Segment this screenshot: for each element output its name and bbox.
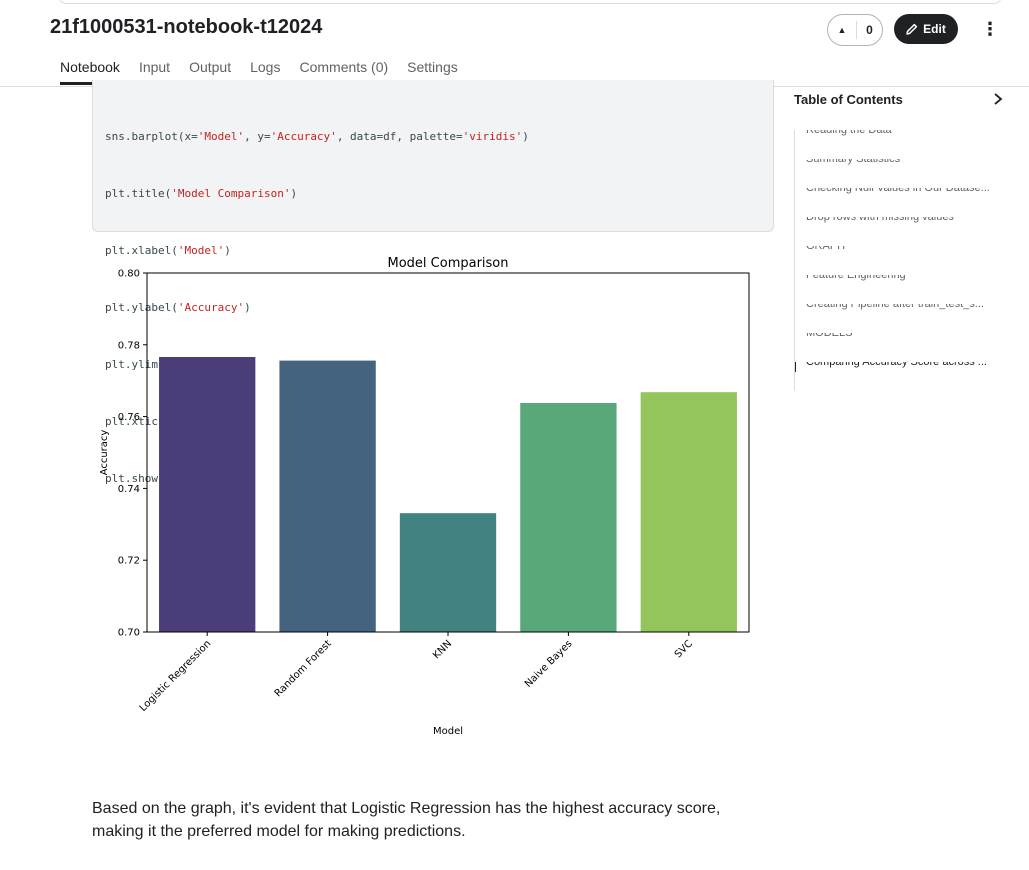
tab-settings[interactable]: Settings — [407, 59, 458, 75]
code-line: plt.xlabel('Model') — [105, 244, 231, 257]
toc-item-label: Checking Null Values in Our Datase... — [806, 188, 990, 194]
code-line: plt.title('Model Comparison') — [105, 187, 298, 200]
upvote-button[interactable]: ▲ — [828, 15, 856, 45]
toc-item[interactable]: Summary Statistics — [795, 159, 1004, 188]
y-tick-label: 0.76 — [118, 412, 140, 423]
toc-item[interactable]: Drop rows with missing values — [795, 217, 1004, 246]
notebook-tabs: Notebook Input Output Logs Comments (0) … — [60, 59, 477, 85]
conclusion-text: Based on the graph, it's evident that Lo… — [92, 800, 721, 840]
tab-logs[interactable]: Logs — [250, 59, 281, 75]
toc-item[interactable]: Feature Engineering — [795, 275, 1004, 304]
bar-chart: Logistic Regression Random Forest KNN Naive… — [99, 256, 750, 737]
chart-bar — [640, 392, 737, 632]
vertical-dots-icon: ⋮ — [981, 18, 999, 39]
toc-list: Reading the Data Summary Statistics Checki… — [794, 130, 1004, 391]
chart-bar — [159, 357, 256, 632]
plot-frame — [146, 272, 750, 633]
toc-item-label: Summary Statistics — [806, 159, 901, 165]
toc-item-label: Creating Pipeline after train_test_s... — [806, 304, 984, 310]
x-tick-label: Naive Bayes — [523, 638, 575, 690]
toc-item-label: Feature Engineering — [806, 275, 906, 281]
x-axis-label: Model — [433, 726, 463, 737]
code-line: sns.barplot(x='Model', y='Accuracy', dat… — [105, 130, 529, 143]
upvote-control: ▲ 0 — [827, 14, 883, 46]
vote-count: 0 — [866, 23, 873, 37]
toc-item[interactable]: Comparing Accuracy Score across ... — [795, 362, 1004, 391]
y-tick-label: 0.78 — [118, 340, 140, 351]
y-axis-label: Accuracy — [99, 430, 110, 476]
edit-button-label: Edit — [923, 22, 946, 36]
code-line: plt.ylabel('Accuracy') — [105, 301, 251, 314]
edit-button[interactable]: Edit — [894, 14, 958, 44]
output-chart: Logistic Regression Random Forest KNN Naive… — [92, 250, 772, 755]
toc-title: Table of Contents — [794, 91, 903, 107]
toc-item-label: Comparing Accuracy Score across ... — [806, 362, 987, 368]
chart-title: Model Comparison — [388, 256, 509, 271]
y-tick-label: 0.70 — [118, 628, 140, 639]
table-of-contents: Table of Contents Reading the Data Summar… — [794, 88, 1004, 391]
code-cell[interactable]: sns.barplot(x='Model', y='Accuracy', dat… — [92, 80, 774, 485]
y-tick-label: 0.72 — [118, 556, 140, 567]
toc-item[interactable]: MODELS — [795, 333, 1004, 362]
pencil-icon — [906, 23, 918, 35]
toc-item[interactable]: Creating Pipeline after train_test_s... — [795, 304, 1004, 333]
x-tick-label: Random Forest — [273, 638, 334, 699]
chart-bar — [520, 402, 617, 632]
toc-item[interactable]: GRAPH — [795, 246, 1004, 275]
y-tick-label: 0.74 — [118, 484, 140, 495]
triangle-up-icon: ▲ — [837, 25, 847, 35]
more-options-button[interactable]: ⋮ — [981, 18, 999, 40]
toc-item-label: Reading the Data — [806, 130, 892, 136]
x-tick-label: KNN — [431, 638, 454, 661]
toc-item[interactable]: Reading the Data — [795, 130, 1004, 159]
notebook-title: 21f1000531-notebook-t12024 — [50, 16, 323, 38]
tab-output[interactable]: Output — [189, 59, 232, 75]
x-tick-label: SVC — [673, 638, 695, 660]
chart-bar — [399, 513, 497, 632]
toc-header[interactable]: Table of Contents — [794, 88, 1004, 110]
tab-notebook[interactable]: Notebook — [60, 59, 120, 85]
y-tick-label: 0.80 — [118, 269, 140, 280]
toc-item[interactable]: Checking Null Values in Our Datase... — [795, 188, 1004, 217]
toc-item-label: Drop rows with missing values — [806, 217, 954, 223]
chart-bar — [279, 360, 376, 632]
toc-item-label: MODELS — [806, 333, 853, 339]
chevron-right-icon — [994, 93, 1003, 105]
tab-comments[interactable]: Comments (0) — [299, 59, 389, 75]
tab-input[interactable]: Input — [138, 59, 171, 75]
top-panel-frame — [58, 0, 1002, 4]
code-line: plt.show() — [105, 472, 172, 485]
x-tick-label: Logistic Regression — [138, 638, 214, 714]
vote-separator — [856, 21, 857, 39]
toc-item-label: GRAPH — [806, 246, 846, 252]
